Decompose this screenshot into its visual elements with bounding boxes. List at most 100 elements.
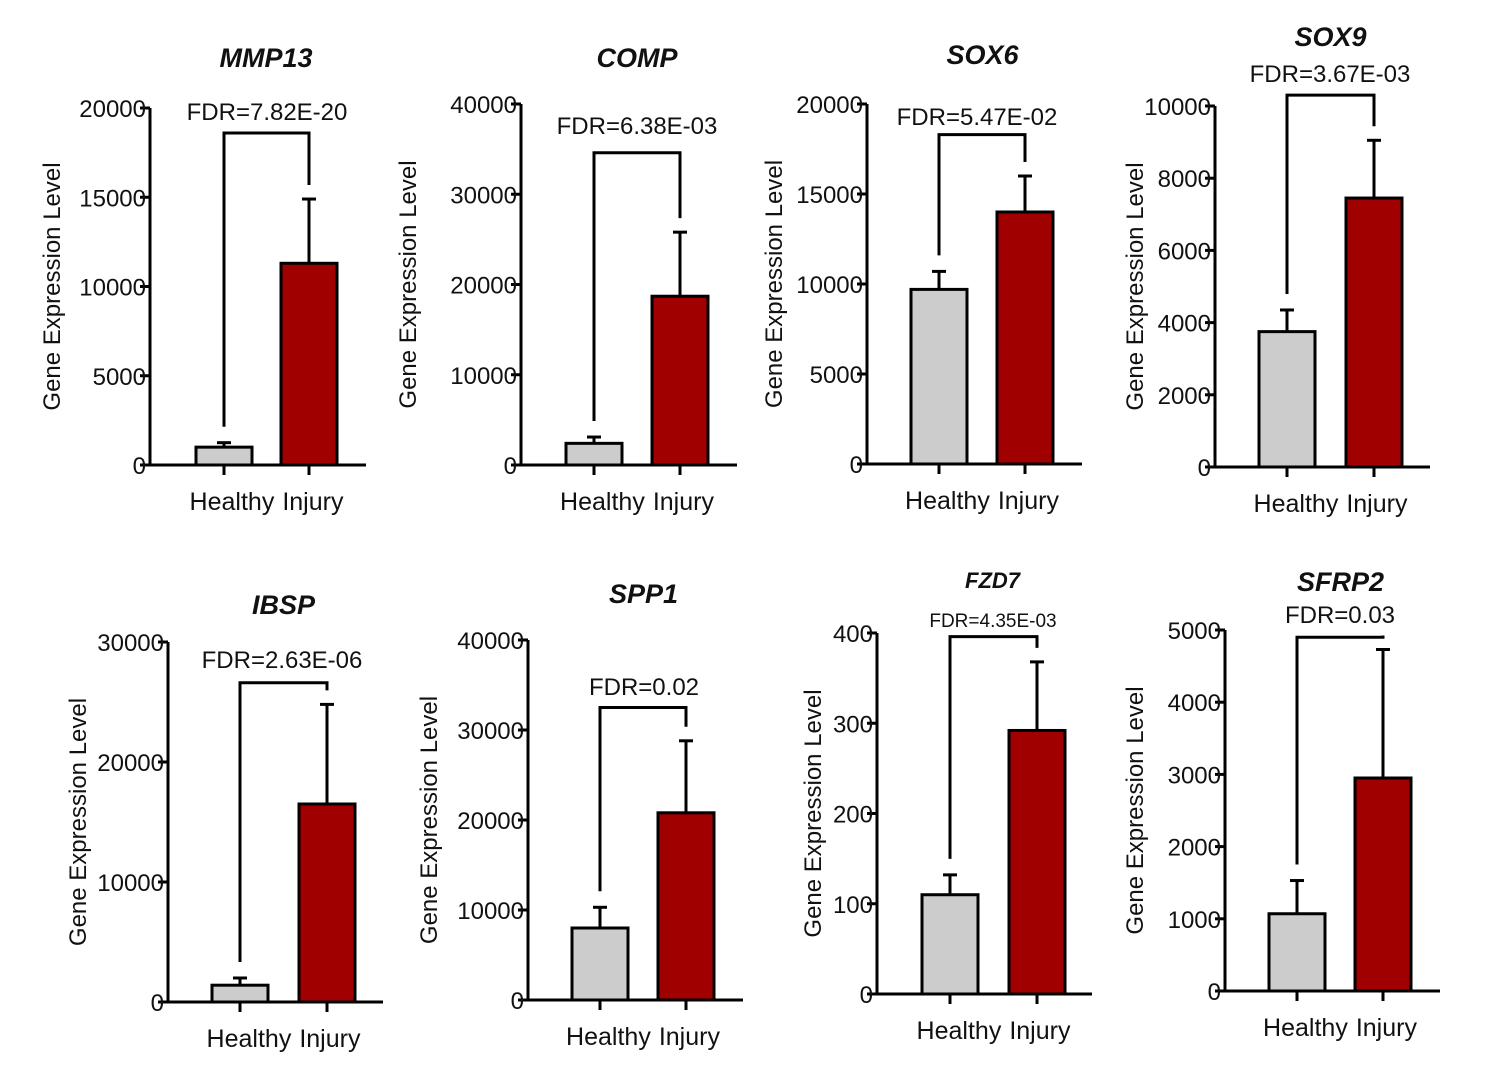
x-category-labels: Healthy Injury xyxy=(905,487,1059,515)
fdr-annotation: FDR=6.38E-03 xyxy=(557,113,718,140)
x-category-labels: Healthy Injury xyxy=(1254,490,1408,518)
y-tick-label: 0 xyxy=(511,988,524,1015)
x-label-injury: Injury xyxy=(1346,490,1408,518)
y-tick-label: 1000 xyxy=(1168,907,1221,934)
y-tick-label: 5000 xyxy=(1168,618,1221,645)
x-label-injury: Injury xyxy=(1356,1014,1418,1042)
y-tick-label: 15000 xyxy=(79,185,146,212)
significance-bracket xyxy=(948,635,1039,859)
y-tick-label: 0 xyxy=(151,990,164,1017)
y-tick-label: 0 xyxy=(850,452,863,479)
x-label-injury: Injury xyxy=(659,1023,721,1051)
x-label-injury: Injury xyxy=(653,488,715,516)
x-label-healthy: Healthy xyxy=(207,1025,292,1053)
bar-injury xyxy=(279,261,339,467)
x-label-injury: Injury xyxy=(299,1025,361,1053)
bar-healthy xyxy=(920,893,980,996)
bar-injury xyxy=(1344,196,1404,469)
y-tick-label: 200 xyxy=(833,802,873,829)
x-label-healthy: Healthy xyxy=(1263,1014,1348,1042)
y-tick-label: 100 xyxy=(833,892,873,919)
y-tick-label: 30000 xyxy=(457,718,524,745)
chart-title: FZD7 xyxy=(965,568,1022,593)
bar-injury xyxy=(1353,776,1413,993)
y-tick-label: 2000 xyxy=(1168,835,1221,862)
chart-panel-ibsp: IBSP 0 10000 20000 30000 Healthy Injury Gene Ex… xyxy=(65,590,383,1053)
chart-title: SFRP2 xyxy=(1297,567,1384,597)
significance-bracket xyxy=(1285,93,1376,294)
x-category-labels: Healthy Injury xyxy=(1263,1014,1417,1042)
x-category-labels: Healthy Injury xyxy=(566,1023,720,1051)
chart-panel-sox9: SOX9 0 2000 4000 6000 8000 10000 Healthy Injury G… xyxy=(1122,22,1430,518)
bar-injury xyxy=(650,294,710,467)
y-tick-label: 30000 xyxy=(97,630,164,657)
y-tick-label: 400 xyxy=(833,621,873,648)
x-category-labels: Healthy Injury xyxy=(917,1017,1071,1045)
y-axis-label: Gene Expression Level xyxy=(416,696,443,944)
y-axis-label: Gene Expression Level xyxy=(39,162,66,410)
chart-panel-spp1: SPP1 0 10000 20000 30000 40000 Healthy Injury Ge… xyxy=(416,579,743,1051)
y-tick-label: 10000 xyxy=(97,870,164,897)
bar-injury xyxy=(297,802,357,1004)
bar-healthy xyxy=(1257,330,1317,469)
y-tick-label: 30000 xyxy=(450,182,517,209)
x-category-labels: Healthy Injury xyxy=(207,1025,361,1053)
significance-bracket xyxy=(592,151,682,422)
y-tick-label: 10000 xyxy=(796,272,863,299)
bar-healthy xyxy=(194,445,254,467)
fdr-annotation: FDR=4.35E-03 xyxy=(929,611,1056,632)
significance-bracket xyxy=(937,133,1027,256)
significance-bracket xyxy=(238,681,329,962)
y-tick-label: 20000 xyxy=(450,273,517,300)
chart-title: SOX6 xyxy=(946,40,1019,70)
x-label-injury: Injury xyxy=(998,487,1060,515)
chart-title: IBSP xyxy=(252,590,316,620)
chart-panel-comp: COMP 0 10000 20000 30000 40000 Healthy Injury Ge… xyxy=(395,43,737,516)
y-tick-label: 5000 xyxy=(93,364,146,391)
y-axis-label: Gene Expression Level xyxy=(761,160,788,408)
bar-injury xyxy=(995,210,1055,466)
y-tick-label: 8000 xyxy=(1158,166,1211,193)
fdr-annotation: FDR=0.03 xyxy=(1285,602,1395,629)
x-label-healthy: Healthy xyxy=(190,488,275,516)
x-label-healthy: Healthy xyxy=(905,487,990,515)
y-axis-label: Gene Expression Level xyxy=(1122,162,1149,410)
fdr-annotation: FDR=0.02 xyxy=(589,674,699,701)
chart-panel-sox6: SOX6 0 5000 10000 15000 20000 Healthy Injury Gen… xyxy=(761,40,1082,515)
bar-healthy xyxy=(1267,912,1327,993)
chart-title: MMP13 xyxy=(219,43,312,73)
bar-healthy xyxy=(909,287,969,466)
y-tick-label: 0 xyxy=(1198,455,1211,482)
y-tick-label: 5000 xyxy=(810,362,863,389)
y-tick-label: 0 xyxy=(1208,979,1221,1006)
y-tick-label: 20000 xyxy=(796,92,863,119)
y-tick-label: 2000 xyxy=(1158,383,1211,410)
chart-panel-mmp13: MMP13 0 5000 10000 15000 20000 Healthy Injury Ge… xyxy=(39,43,366,516)
y-tick-label: 0 xyxy=(133,453,146,480)
bar-injury xyxy=(656,811,716,1002)
y-tick-label: 20000 xyxy=(97,750,164,777)
x-label-injury: Injury xyxy=(282,488,344,516)
y-tick-label: 10000 xyxy=(450,363,517,390)
chart-panel-fzd7: FZD7 0 100 200 300 400 Healthy Injury Gene Expre… xyxy=(800,568,1092,1045)
significance-bracket xyxy=(222,131,311,427)
significance-bracket xyxy=(1295,635,1385,865)
y-tick-label: 10000 xyxy=(457,898,524,925)
y-tick-label: 0 xyxy=(860,982,873,1009)
y-tick-label: 10000 xyxy=(79,275,146,302)
y-tick-label: 20000 xyxy=(457,808,524,835)
x-label-healthy: Healthy xyxy=(566,1023,651,1051)
y-axis-label: Gene Expression Level xyxy=(65,698,92,946)
bar-healthy xyxy=(210,983,270,1004)
y-tick-label: 40000 xyxy=(450,92,517,119)
fdr-annotation: FDR=7.82E-20 xyxy=(187,99,348,126)
bar-healthy xyxy=(564,441,624,467)
fdr-annotation: FDR=2.63E-06 xyxy=(202,647,363,674)
y-tick-label: 40000 xyxy=(457,628,524,655)
chart-panel-sfrp2: SFRP2 0 1000 2000 3000 4000 5000 Healthy Injury G… xyxy=(1122,567,1440,1042)
y-axis-label: Gene Expression Level xyxy=(1122,686,1149,934)
y-tick-label: 10000 xyxy=(1144,94,1211,121)
significance-bracket xyxy=(598,706,688,892)
y-tick-label: 0 xyxy=(504,453,517,480)
